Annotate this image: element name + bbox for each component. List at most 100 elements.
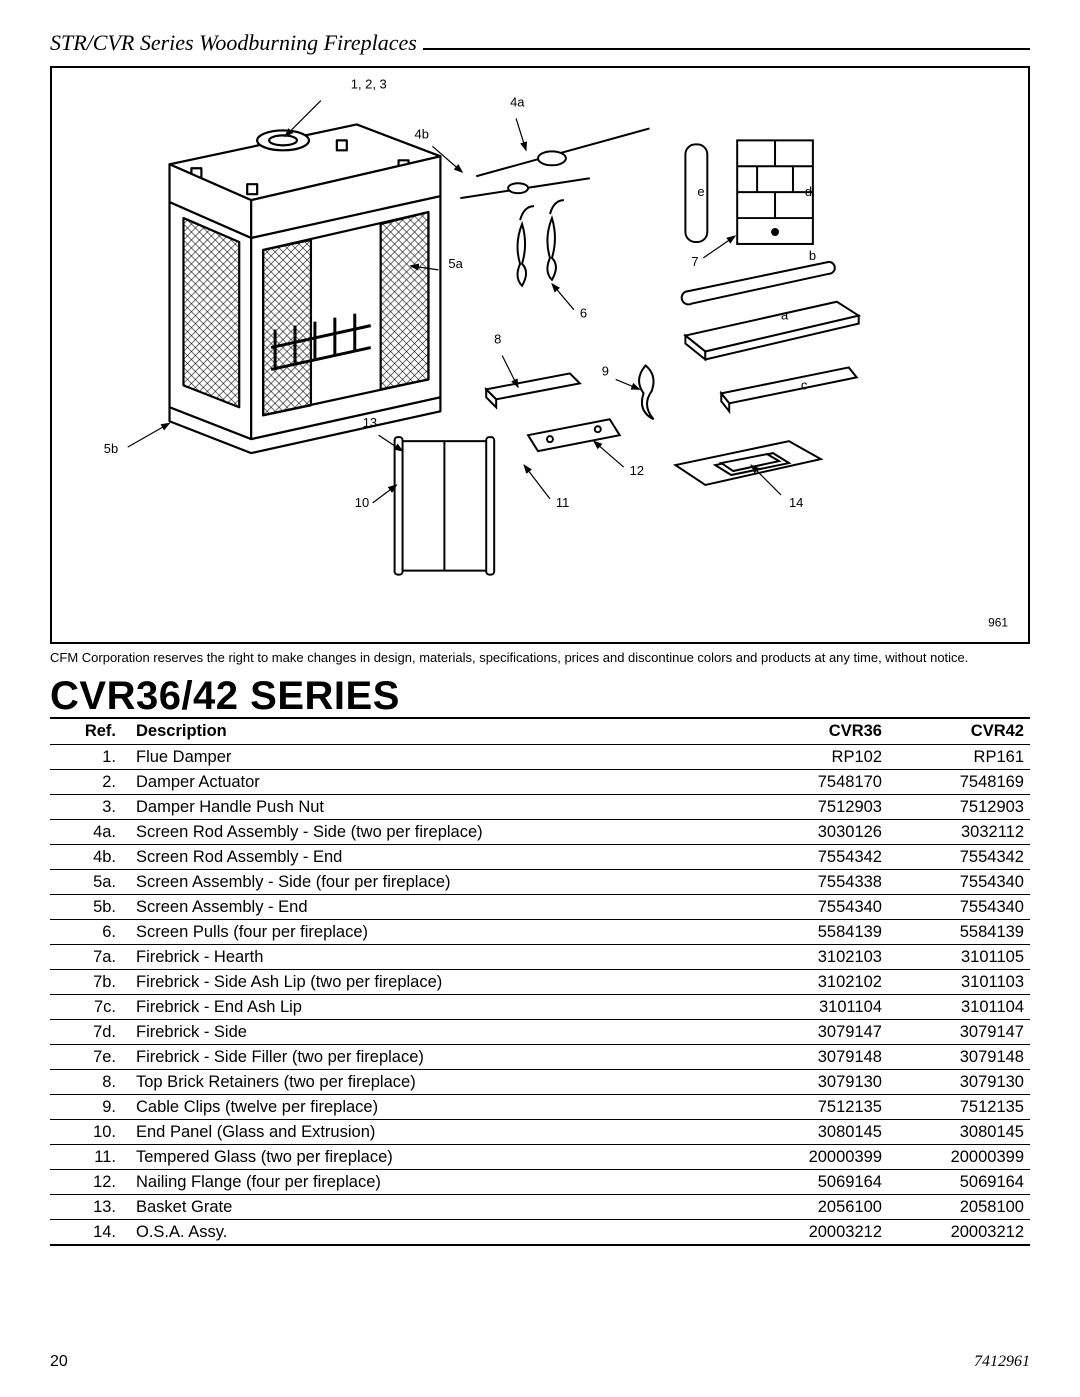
table-cell: RP102 <box>746 745 888 770</box>
table-cell: 7a. <box>50 945 130 970</box>
table-cell: 3101104 <box>746 995 888 1020</box>
fireplace-body-icon <box>170 124 441 453</box>
table-cell: 5584139 <box>888 920 1030 945</box>
table-cell: 5b. <box>50 895 130 920</box>
table-cell: 3101103 <box>888 970 1030 995</box>
table-cell: 7554338 <box>746 870 888 895</box>
table-row: 1.Flue DamperRP102RP161 <box>50 745 1030 770</box>
table-cell: 6. <box>50 920 130 945</box>
table-cell: 3102102 <box>746 970 888 995</box>
table-cell: 3030126 <box>746 820 888 845</box>
retainer-icon <box>486 373 580 407</box>
table-cell: Tempered Glass (two per fireplace) <box>130 1145 746 1170</box>
table-cell: 7b. <box>50 970 130 995</box>
log-icon <box>682 262 835 305</box>
table-row: 3.Damper Handle Push Nut75129037512903 <box>50 795 1030 820</box>
table-cell: 7554342 <box>888 845 1030 870</box>
table-cell: Screen Rod Assembly - End <box>130 845 746 870</box>
table-cell: 7512903 <box>746 795 888 820</box>
col-cvr36: CVR36 <box>746 718 888 745</box>
table-row: 7c.Firebrick - End Ash Lip31011043101104 <box>50 995 1030 1020</box>
table-row: 9.Cable Clips (twelve per fireplace)7512… <box>50 1095 1030 1120</box>
table-cell: 1. <box>50 745 130 770</box>
callout-label: d <box>805 184 812 199</box>
col-ref: Ref. <box>50 718 130 745</box>
table-cell: 3079130 <box>888 1070 1030 1095</box>
table-row: 11.Tempered Glass (two per fireplace)200… <box>50 1145 1030 1170</box>
callout-label: 8 <box>494 332 501 347</box>
table-cell: 10. <box>50 1120 130 1145</box>
flange-icon <box>528 419 620 451</box>
table-row: 7e.Firebrick - Side Filler (two per fire… <box>50 1045 1030 1070</box>
table-cell: 2056100 <box>746 1195 888 1220</box>
table-cell: 5069164 <box>888 1170 1030 1195</box>
callout-label: 4a <box>510 95 525 110</box>
table-cell: 7548170 <box>746 770 888 795</box>
callout-label: 1, 2, 3 <box>351 77 387 92</box>
table-cell: 5069164 <box>746 1170 888 1195</box>
table-cell: 3032112 <box>888 820 1030 845</box>
table-cell: 7512903 <box>888 795 1030 820</box>
table-cell: 3080145 <box>888 1120 1030 1145</box>
table-cell: 3101105 <box>888 945 1030 970</box>
doc-number: 7412961 <box>974 1353 1030 1371</box>
table-cell: 3079130 <box>746 1070 888 1095</box>
rod-4a-icon <box>476 128 649 176</box>
table-row: 5a.Screen Assembly - Side (four per fire… <box>50 870 1030 895</box>
table-cell: 20000399 <box>746 1145 888 1170</box>
table-row: 7b.Firebrick - Side Ash Lip (two per fir… <box>50 970 1030 995</box>
table-cell: 4b. <box>50 845 130 870</box>
table-cell: Damper Handle Push Nut <box>130 795 746 820</box>
clip-icon <box>639 365 653 419</box>
table-cell: 7548169 <box>888 770 1030 795</box>
table-cell: O.S.A. Assy. <box>130 1220 746 1246</box>
table-cell: 7554340 <box>746 895 888 920</box>
table-cell: 20003212 <box>746 1220 888 1246</box>
table-cell: 5a. <box>50 870 130 895</box>
table-cell: 13. <box>50 1195 130 1220</box>
table-cell: End Panel (Glass and Extrusion) <box>130 1120 746 1145</box>
header-rule <box>423 48 1030 50</box>
table-cell: 7512135 <box>746 1095 888 1120</box>
table-cell: 7512135 <box>888 1095 1030 1120</box>
osa-icon <box>675 441 820 485</box>
col-desc: Description <box>130 718 746 745</box>
table-row: 12.Nailing Flange (four per fireplace)50… <box>50 1170 1030 1195</box>
table-body: 1.Flue DamperRP102RP1612.Damper Actuator… <box>50 745 1030 1246</box>
callout-label: 7 <box>691 254 698 269</box>
table-cell: 2058100 <box>888 1195 1030 1220</box>
table-cell: Basket Grate <box>130 1195 746 1220</box>
table-cell: 3079148 <box>746 1045 888 1070</box>
table-cell: 7e. <box>50 1045 130 1070</box>
table-cell: Screen Rod Assembly - Side (two per fire… <box>130 820 746 845</box>
table-cell: 9. <box>50 1095 130 1120</box>
callout-label: 9 <box>602 363 609 378</box>
callout-label: 11 <box>556 495 569 510</box>
table-cell: Cable Clips (twelve per fireplace) <box>130 1095 746 1120</box>
table-cell: 4a. <box>50 820 130 845</box>
parts-table: Ref. Description CVR36 CVR42 1.Flue Damp… <box>50 717 1030 1246</box>
table-cell: 7554340 <box>888 870 1030 895</box>
parts-diagram: 961 1, 2, 34a4bed5a7b6a89c5b1312101114 <box>50 66 1030 644</box>
table-row: 2.Damper Actuator75481707548169 <box>50 770 1030 795</box>
table-cell: 7554340 <box>888 895 1030 920</box>
table-row: 4a.Screen Rod Assembly - Side (two per f… <box>50 820 1030 845</box>
diagram-svg: 961 1, 2, 34a4bed5a7b6a89c5b1312101114 <box>52 68 1028 642</box>
table-cell: 8. <box>50 1070 130 1095</box>
table-row: 6.Screen Pulls (four per fireplace) 55841… <box>50 920 1030 945</box>
callout-label: e <box>697 184 704 199</box>
table-cell: Firebrick - Side <box>130 1020 746 1045</box>
callout-label: c <box>801 377 808 392</box>
table-cell: Screen Pulls (four per fireplace) <box>130 920 746 945</box>
table-cell: Damper Actuator <box>130 770 746 795</box>
table-row: 5b.Screen Assembly - End75543407554340 <box>50 895 1030 920</box>
table-cell: 3080145 <box>746 1120 888 1145</box>
table-cell: 11. <box>50 1145 130 1170</box>
table-cell: Screen Assembly - Side (four per firepla… <box>130 870 746 895</box>
table-cell: 2. <box>50 770 130 795</box>
table-row: 7d.Firebrick - Side30791473079147 <box>50 1020 1030 1045</box>
table-cell: Firebrick - Hearth <box>130 945 746 970</box>
table-cell: Firebrick - Side Ash Lip (two per firepl… <box>130 970 746 995</box>
slab-icon <box>685 302 858 360</box>
table-cell: 3102103 <box>746 945 888 970</box>
